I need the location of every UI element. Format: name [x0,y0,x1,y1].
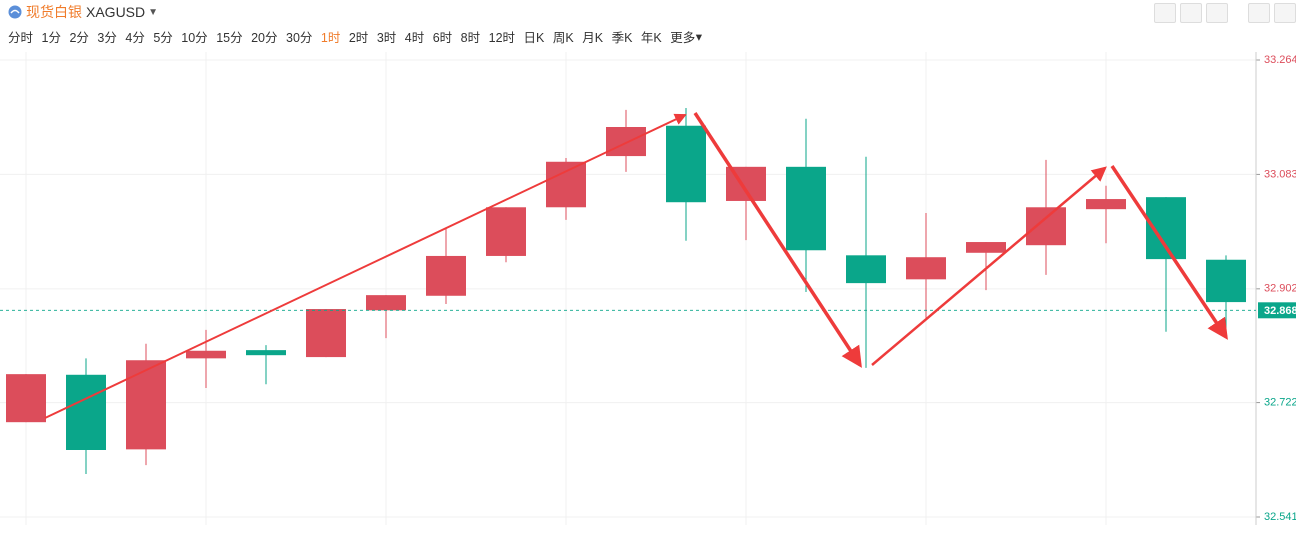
last-price-label: 32.868 [1264,305,1296,317]
period[interactable]: 4分 [125,30,145,45]
trend-arrow [693,112,862,368]
candle-body [906,257,946,280]
period[interactable]: 30分 [286,30,313,45]
caret[interactable]: ▼ [148,6,159,18]
candle-body [426,255,466,296]
period[interactable]: 15分 [216,30,243,45]
period[interactable]: 5分 [153,30,173,45]
trend-arrow [871,166,1107,366]
trend-arrow [1110,165,1228,340]
period[interactable]: 日K [523,30,545,45]
period[interactable]: 分时 [8,30,34,45]
y-tick-label: 32.902 [1264,283,1296,295]
candle-body [666,125,706,203]
logo [8,5,22,19]
period[interactable]: 季K [611,30,633,45]
candle-body [606,127,646,157]
candle-body [246,350,286,356]
candle-body [6,374,46,423]
title[interactable]: 现货白银 [26,4,82,20]
period[interactable]: 12时 [488,30,516,45]
last-price-box [1258,302,1296,319]
y-tick-label: 32.541 [1264,511,1296,523]
candle-body [1026,207,1066,246]
period[interactable]: 年K [640,30,662,45]
period[interactable]: 周K [552,30,574,45]
candle-body [126,360,166,450]
period[interactable]: 10分 [181,30,208,45]
candle-body [366,295,406,311]
period[interactable]: 4时 [404,30,425,45]
y-tick-label: 33.083 [1264,168,1296,180]
period[interactable]: 3分 [97,30,117,45]
y-tick-label: 32.722 [1264,396,1296,408]
caret[interactable]: ▾ [695,29,703,44]
period[interactable]: 1分 [41,30,61,45]
period[interactable]: 2时 [348,30,369,45]
candle-body [966,242,1006,253]
period[interactable]: 20分 [251,30,278,45]
candle-body [786,166,826,251]
symbol[interactable]: XAGUSD [86,4,146,20]
candle-body [306,309,346,358]
period[interactable]: 月K [582,30,604,45]
tool[interactable] [1180,3,1202,23]
candle-body [66,374,106,450]
tool[interactable] [1206,3,1228,23]
header: 现货白银 XAGUSD ▼ [0,0,158,24]
candle-body [1206,259,1246,303]
tool[interactable] [1248,3,1270,23]
candle-body [486,207,526,256]
period[interactable]: 1时 [320,30,341,45]
period[interactable]: 6时 [432,30,453,45]
candle-body [1086,199,1126,210]
y-tick-label: 33.264 [1264,54,1296,66]
more[interactable]: 更多 [670,30,696,45]
candle-body [546,161,586,208]
trend-arrow [44,113,687,419]
period[interactable]: 2分 [69,30,89,45]
period[interactable]: 8时 [460,30,481,45]
tool[interactable] [1154,3,1176,23]
period-toolbar: 分时 1分 2分 3分 4分 5分 10分 15分 20分 30分 1时 2时 3时 4时 6时 8时 12时日… [8,26,711,46]
tool-icons [1150,3,1296,23]
period[interactable]: 3时 [376,30,397,45]
candle-body [846,255,886,284]
candle-body [186,350,226,359]
